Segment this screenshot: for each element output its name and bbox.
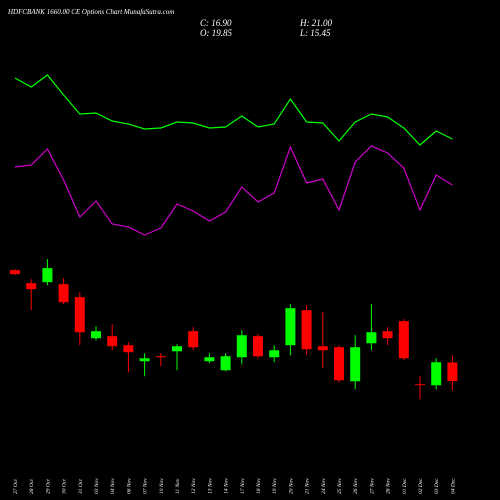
- candle-body: [74, 297, 85, 333]
- x-tick-label: 21 Nov: [305, 478, 311, 494]
- x-tick-label: 14 Nov: [223, 478, 230, 494]
- candle-body: [42, 268, 53, 283]
- candle-body: [366, 332, 377, 344]
- x-tick-label: 17 Nov: [240, 478, 246, 494]
- x-tick-label: 04 Dec: [449, 478, 456, 494]
- candle-body: [398, 321, 409, 359]
- chart-title: HDFCBANK 1660.00 CE Options Chart Munafa…: [7, 8, 174, 16]
- x-tick-label: 12 Nov: [191, 478, 197, 494]
- x-tick-label: 03 Dec: [434, 478, 440, 494]
- candle-body: [285, 308, 296, 346]
- candle-body: [334, 347, 344, 381]
- x-tick-label: 26 Nov: [353, 478, 359, 494]
- x-tick-label: 28 Oct: [29, 479, 35, 494]
- high-label: H: 21.00: [299, 18, 332, 28]
- candle-body: [123, 345, 134, 353]
- close-label: C: 16.90: [200, 18, 232, 28]
- x-tick-label: 29 Oct: [45, 479, 51, 494]
- candle-body: [269, 350, 280, 358]
- x-tick-label: 27 Oct: [13, 479, 19, 494]
- open-label: O: 19.85: [200, 28, 232, 38]
- candle-body: [172, 346, 182, 352]
- indicator-line: [14, 74, 453, 146]
- candle-body: [431, 362, 442, 386]
- x-tick-label: 06 Nov: [126, 478, 132, 494]
- candle-body: [204, 357, 215, 362]
- x-tick-label: 30 Oct: [62, 479, 68, 495]
- candle-body: [382, 331, 393, 339]
- x-tick-label: 31 Oct: [78, 479, 84, 495]
- candle-body: [350, 347, 361, 382]
- candle-body: [415, 384, 425, 386]
- candle-body: [253, 336, 263, 357]
- x-tick-label: 18 Nov: [256, 478, 262, 494]
- x-tick-label: 28 Nov: [386, 478, 392, 494]
- candle-body: [26, 283, 37, 290]
- x-tick-label: 02 Dec: [418, 478, 424, 494]
- indicator-line: [14, 145, 453, 236]
- candle-body: [10, 270, 20, 275]
- x-tick-label: 11 Nov: [175, 478, 181, 494]
- low-label: L: 15.45: [299, 28, 331, 38]
- candle-body: [58, 284, 69, 303]
- x-tick-label: 01 Dec: [402, 478, 408, 494]
- x-tick-label: 07 Nov: [143, 478, 149, 494]
- x-tick-label: 20 Nov: [288, 478, 294, 494]
- candle-body: [91, 331, 101, 339]
- x-tick-label: 27 Nov: [369, 478, 375, 494]
- x-tick-label: 19 Nov: [272, 478, 278, 494]
- candle-body: [317, 346, 328, 351]
- x-tick-label: 04 Nov: [109, 478, 116, 494]
- x-tick-label: 13 Nov: [207, 478, 213, 494]
- x-tick-label: 10 Nov: [159, 478, 165, 494]
- candle-body: [107, 336, 118, 347]
- candle-body: [188, 331, 199, 348]
- x-tick-label: 25 Nov: [337, 478, 343, 494]
- candle-body: [139, 358, 150, 362]
- candle-body: [236, 335, 247, 358]
- candle-body: [301, 310, 312, 350]
- candle-body: [155, 356, 166, 358]
- x-tick-label: 24 Nov: [320, 478, 327, 494]
- candle-body: [220, 356, 231, 371]
- candle-body: [447, 362, 458, 382]
- x-tick-label: 03 Nov: [94, 478, 100, 494]
